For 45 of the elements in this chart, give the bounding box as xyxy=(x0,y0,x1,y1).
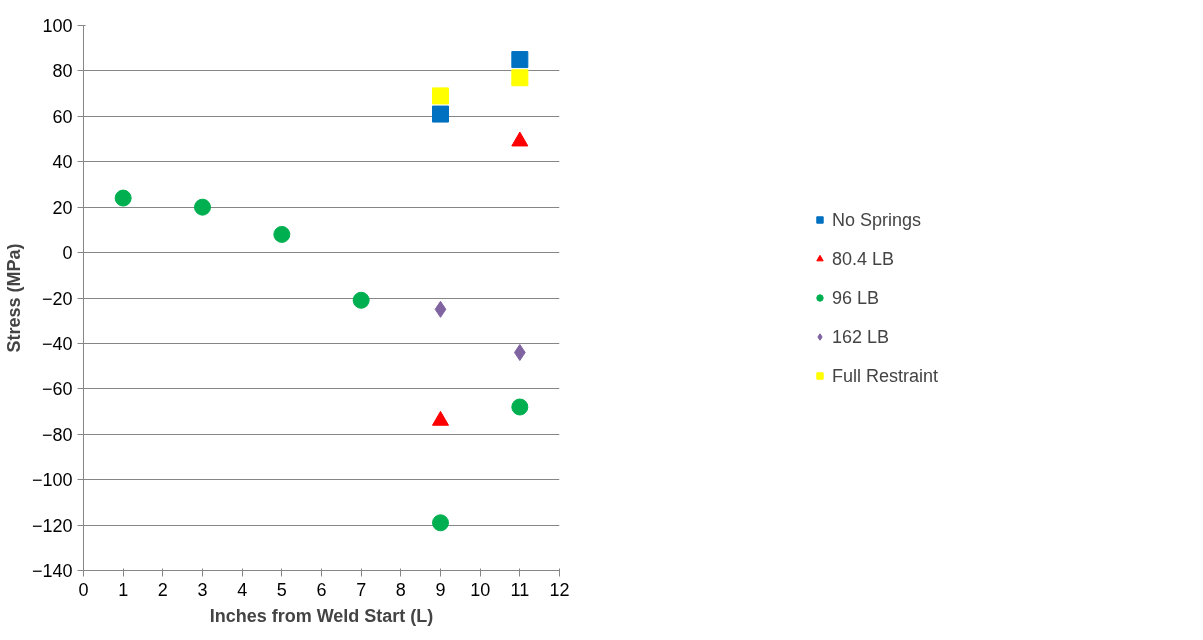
y-tick-label: 40 xyxy=(52,152,73,173)
x-tick-label: 0 xyxy=(78,579,89,600)
legend-label: 162 LB xyxy=(831,326,890,347)
y-tick-label: 60 xyxy=(52,106,73,127)
x-tick-label: 2 xyxy=(157,579,168,600)
y-tick-label: −140 xyxy=(31,561,73,581)
x-axis-title: Inches from Weld Start (L) xyxy=(209,605,434,626)
y-tick-label: −20 xyxy=(41,288,73,309)
point xyxy=(352,291,370,309)
point xyxy=(273,225,291,243)
x-tick-label: 5 xyxy=(276,579,287,600)
x-tick-label: 3 xyxy=(197,579,208,600)
y-tick-label: 80 xyxy=(52,61,73,82)
x-tick-label: 9 xyxy=(435,579,446,600)
y-tick-label: −100 xyxy=(31,470,73,491)
x-tick-label: 8 xyxy=(395,579,406,600)
point xyxy=(511,69,529,87)
x-tick-label: 12 xyxy=(549,579,570,600)
y-tick-label: 20 xyxy=(52,197,73,218)
legend-label: 80.4 LB xyxy=(831,248,895,269)
x-tick-label: 11 xyxy=(510,579,530,600)
legend-label: Full Restraint xyxy=(831,365,939,386)
point xyxy=(432,105,449,123)
point xyxy=(432,514,449,532)
y-tick-label: −80 xyxy=(41,424,73,445)
y-tick-label: 0 xyxy=(62,243,73,264)
x-tick-label: 10 xyxy=(470,579,491,600)
legend-label: No Springs xyxy=(831,209,922,230)
point xyxy=(432,87,449,105)
y-tick-label: −40 xyxy=(41,333,73,354)
point xyxy=(434,300,447,318)
point xyxy=(514,344,526,361)
y-tick-label: −60 xyxy=(41,379,73,400)
point xyxy=(114,189,132,207)
y-tick-label: 100 xyxy=(42,16,73,36)
point xyxy=(194,198,211,216)
legend-label: 96 LB xyxy=(831,287,880,308)
x-tick-label: 6 xyxy=(316,579,327,600)
x-tick-label: 7 xyxy=(356,579,367,600)
x-tick-label: 1 xyxy=(118,579,129,600)
point xyxy=(511,398,529,416)
y-tick-label: −120 xyxy=(31,515,73,536)
y-axis-title: Stress (MPa) xyxy=(3,243,24,353)
x-tick-label: 4 xyxy=(237,579,248,600)
point xyxy=(511,51,529,69)
